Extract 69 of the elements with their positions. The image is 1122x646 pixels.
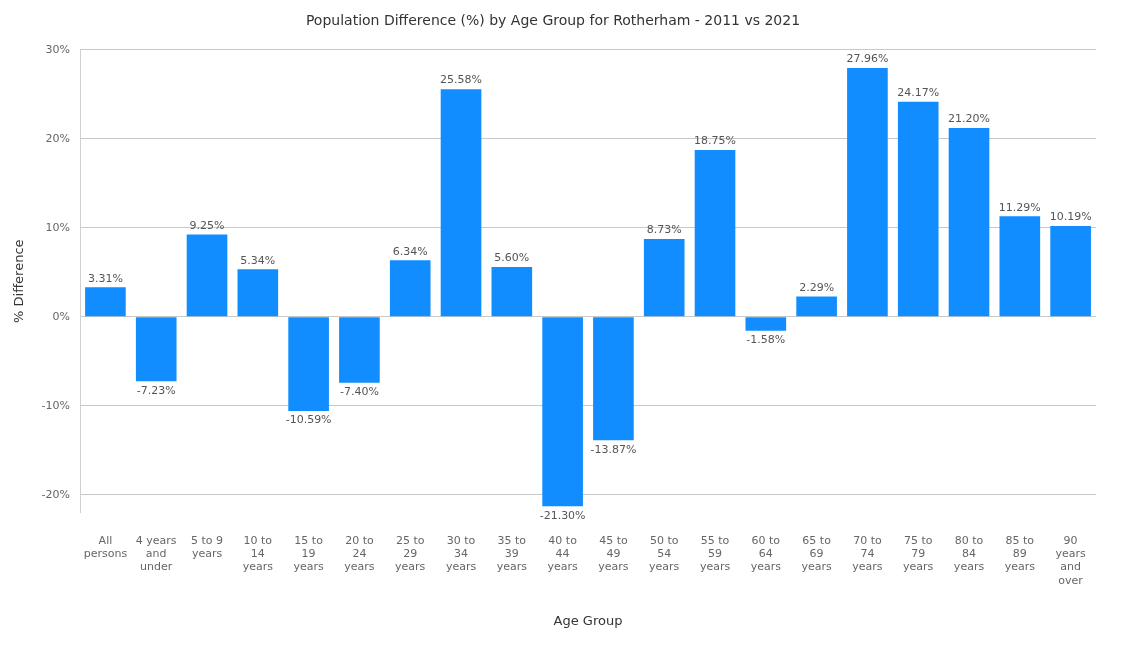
data-label: 18.75%	[694, 134, 736, 148]
x-tick-label: 40 to 44 years	[547, 534, 579, 574]
x-tick-label: 4 years and under	[135, 534, 177, 574]
data-label: -1.58%	[746, 333, 786, 347]
bar	[389, 260, 431, 317]
bar	[745, 317, 787, 331]
x-tick-label: 85 to 89 years	[1004, 534, 1036, 574]
bar	[897, 101, 939, 317]
bar	[593, 317, 634, 441]
bar	[491, 266, 533, 317]
x-tick-label: All persons	[83, 534, 128, 561]
bar	[186, 234, 228, 317]
bar	[542, 317, 583, 507]
y-tick-label: 30%	[45, 42, 71, 56]
x-tick-label: 20 to 24 years	[344, 534, 375, 574]
bar	[288, 317, 329, 412]
x-tick-label: 60 to 64 years	[750, 534, 782, 574]
x-tick-label: 15 to 19 years	[293, 534, 325, 574]
data-label: 3.31%	[87, 271, 123, 285]
bar	[847, 67, 888, 317]
bar	[237, 269, 279, 317]
data-label: -21.30%	[539, 508, 586, 522]
data-label: 9.25%	[189, 218, 225, 232]
data-label: 2.29%	[799, 280, 835, 294]
x-tick-label: 25 to 29 years	[395, 534, 426, 574]
bar	[135, 317, 177, 382]
y-axis-title: % Difference	[11, 239, 27, 323]
chart-title: Population Difference (%) by Age Group for Rotherham - 2011 vs 2021	[305, 12, 801, 29]
x-tick-label: 35 to 39 years	[496, 534, 528, 574]
data-label: -7.23%	[136, 383, 176, 397]
bar	[948, 128, 990, 317]
y-tick-label: 10%	[45, 220, 71, 234]
bar	[1050, 226, 1091, 317]
data-label: 11.29%	[998, 200, 1041, 214]
data-label: -13.87%	[590, 442, 637, 456]
x-tick-label: 5 to 9 years	[190, 534, 224, 561]
bar	[440, 89, 482, 317]
data-label: 8.73%	[646, 223, 682, 237]
x-tick-label: 90 years and over	[1055, 534, 1087, 587]
data-label: 24.17%	[897, 86, 940, 100]
bar	[796, 296, 837, 317]
data-label: 25.58%	[440, 73, 482, 87]
data-label: 6.34%	[392, 244, 428, 258]
bar	[999, 216, 1041, 317]
data-label: -7.40%	[339, 385, 379, 399]
x-axis-title: Age Group	[553, 612, 623, 628]
x-tick-label: 50 to 54 years	[649, 534, 680, 574]
x-tick-label: 75 to 79 years	[903, 534, 934, 574]
y-tick-label: 0%	[52, 309, 71, 323]
x-tick-label: 45 to 49 years	[598, 534, 629, 574]
x-tick-label: 30 to 34 years	[445, 534, 477, 574]
y-tick-label: -20%	[41, 487, 71, 501]
x-tick-label: 55 to 59 years	[699, 534, 731, 574]
x-tick-label: 70 to 74 years	[852, 534, 883, 574]
x-tick-label: 80 to 84 years	[953, 534, 985, 574]
x-tick-label: 10 to 14 years	[242, 534, 274, 574]
data-label: 10.19%	[1049, 210, 1092, 224]
bar	[339, 317, 380, 383]
data-label: 5.34%	[240, 253, 276, 267]
data-label: 5.60%	[494, 251, 530, 265]
y-tick-label: 20%	[45, 131, 71, 145]
x-tick-label: 65 to 69 years	[801, 534, 833, 574]
data-label: 27.96%	[846, 52, 889, 66]
data-label: 21.20%	[948, 112, 990, 126]
bar	[694, 149, 736, 317]
y-tick-label: -10%	[41, 398, 71, 412]
data-label: -10.59%	[285, 413, 332, 427]
bar	[643, 239, 685, 317]
bar	[85, 287, 126, 317]
